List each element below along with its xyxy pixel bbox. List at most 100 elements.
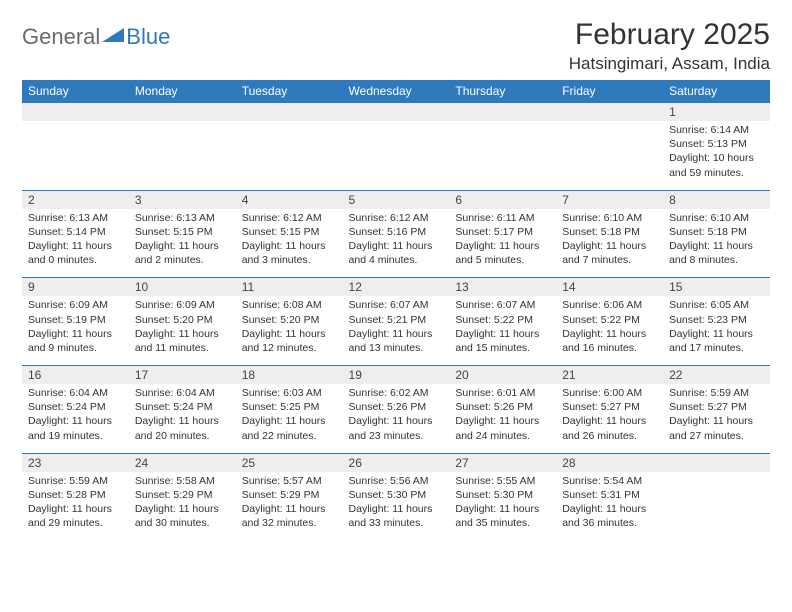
daylight-text: Daylight: 11 hours and 35 minutes. <box>455 502 550 530</box>
day-cell: 10Sunrise: 6:09 AMSunset: 5:20 PMDayligh… <box>129 278 236 366</box>
day-content: Sunrise: 6:04 AMSunset: 5:24 PMDaylight:… <box>22 384 129 453</box>
day-content: Sunrise: 6:14 AMSunset: 5:13 PMDaylight:… <box>663 121 770 190</box>
sunset-text: Sunset: 5:18 PM <box>562 225 657 239</box>
sunrise-text: Sunrise: 6:06 AM <box>562 298 657 312</box>
day-cell <box>449 103 556 191</box>
sunrise-text: Sunrise: 6:14 AM <box>669 123 764 137</box>
week-row: 16Sunrise: 6:04 AMSunset: 5:24 PMDayligh… <box>22 366 770 454</box>
sunrise-text: Sunrise: 6:01 AM <box>455 386 550 400</box>
sunset-text: Sunset: 5:30 PM <box>349 488 444 502</box>
sunrise-text: Sunrise: 6:00 AM <box>562 386 657 400</box>
day-cell: 13Sunrise: 6:07 AMSunset: 5:22 PMDayligh… <box>449 278 556 366</box>
sunrise-text: Sunrise: 5:55 AM <box>455 474 550 488</box>
sunset-text: Sunset: 5:19 PM <box>28 313 123 327</box>
day-number: 27 <box>449 454 556 472</box>
day-number: 14 <box>556 278 663 296</box>
sunrise-text: Sunrise: 6:13 AM <box>28 211 123 225</box>
day-content: Sunrise: 6:05 AMSunset: 5:23 PMDaylight:… <box>663 296 770 365</box>
sunset-text: Sunset: 5:29 PM <box>135 488 230 502</box>
logo-text-blue: Blue <box>126 24 170 50</box>
day-number: 13 <box>449 278 556 296</box>
day-cell: 27Sunrise: 5:55 AMSunset: 5:30 PMDayligh… <box>449 453 556 540</box>
day-content: Sunrise: 5:54 AMSunset: 5:31 PMDaylight:… <box>556 472 663 541</box>
day-number: 7 <box>556 191 663 209</box>
daylight-text: Daylight: 11 hours and 29 minutes. <box>28 502 123 530</box>
daylight-text: Daylight: 11 hours and 22 minutes. <box>242 414 337 442</box>
day-cell <box>22 103 129 191</box>
sunset-text: Sunset: 5:17 PM <box>455 225 550 239</box>
calendar-table: Sunday Monday Tuesday Wednesday Thursday… <box>22 80 770 540</box>
day-number: 22 <box>663 366 770 384</box>
sunset-text: Sunset: 5:24 PM <box>28 400 123 414</box>
day-number: 25 <box>236 454 343 472</box>
day-number: 11 <box>236 278 343 296</box>
day-number: 15 <box>663 278 770 296</box>
sunrise-text: Sunrise: 6:10 AM <box>562 211 657 225</box>
daylight-text: Daylight: 11 hours and 30 minutes. <box>135 502 230 530</box>
day-number: 12 <box>343 278 450 296</box>
daylight-text: Daylight: 11 hours and 26 minutes. <box>562 414 657 442</box>
day-cell <box>663 453 770 540</box>
day-number <box>556 103 663 121</box>
dow-saturday: Saturday <box>663 80 770 103</box>
day-content: Sunrise: 6:02 AMSunset: 5:26 PMDaylight:… <box>343 384 450 453</box>
day-cell: 14Sunrise: 6:06 AMSunset: 5:22 PMDayligh… <box>556 278 663 366</box>
day-content: Sunrise: 6:11 AMSunset: 5:17 PMDaylight:… <box>449 209 556 278</box>
day-number: 3 <box>129 191 236 209</box>
day-content <box>556 121 663 187</box>
day-number: 4 <box>236 191 343 209</box>
daylight-text: Daylight: 11 hours and 16 minutes. <box>562 327 657 355</box>
daylight-text: Daylight: 11 hours and 19 minutes. <box>28 414 123 442</box>
day-cell: 6Sunrise: 6:11 AMSunset: 5:17 PMDaylight… <box>449 190 556 278</box>
sunrise-text: Sunrise: 6:12 AM <box>242 211 337 225</box>
daylight-text: Daylight: 11 hours and 11 minutes. <box>135 327 230 355</box>
sunrise-text: Sunrise: 6:03 AM <box>242 386 337 400</box>
day-cell: 22Sunrise: 5:59 AMSunset: 5:27 PMDayligh… <box>663 366 770 454</box>
day-cell: 25Sunrise: 5:57 AMSunset: 5:29 PMDayligh… <box>236 453 343 540</box>
sunrise-text: Sunrise: 6:04 AM <box>135 386 230 400</box>
day-number: 23 <box>22 454 129 472</box>
day-cell <box>129 103 236 191</box>
daylight-text: Daylight: 11 hours and 32 minutes. <box>242 502 337 530</box>
day-cell: 1Sunrise: 6:14 AMSunset: 5:13 PMDaylight… <box>663 103 770 191</box>
sunrise-text: Sunrise: 6:02 AM <box>349 386 444 400</box>
day-number: 17 <box>129 366 236 384</box>
sunrise-text: Sunrise: 6:07 AM <box>455 298 550 312</box>
day-number: 6 <box>449 191 556 209</box>
day-content: Sunrise: 6:09 AMSunset: 5:19 PMDaylight:… <box>22 296 129 365</box>
day-content: Sunrise: 6:13 AMSunset: 5:15 PMDaylight:… <box>129 209 236 278</box>
day-content: Sunrise: 6:06 AMSunset: 5:22 PMDaylight:… <box>556 296 663 365</box>
day-cell: 19Sunrise: 6:02 AMSunset: 5:26 PMDayligh… <box>343 366 450 454</box>
sunrise-text: Sunrise: 5:54 AM <box>562 474 657 488</box>
sunrise-text: Sunrise: 6:09 AM <box>135 298 230 312</box>
page-title: February 2025 <box>569 18 770 52</box>
day-cell: 7Sunrise: 6:10 AMSunset: 5:18 PMDaylight… <box>556 190 663 278</box>
sunrise-text: Sunrise: 6:07 AM <box>349 298 444 312</box>
day-content: Sunrise: 6:10 AMSunset: 5:18 PMDaylight:… <box>556 209 663 278</box>
day-number: 10 <box>129 278 236 296</box>
sunrise-text: Sunrise: 5:59 AM <box>28 474 123 488</box>
day-content: Sunrise: 6:00 AMSunset: 5:27 PMDaylight:… <box>556 384 663 453</box>
daylight-text: Daylight: 11 hours and 23 minutes. <box>349 414 444 442</box>
day-cell <box>343 103 450 191</box>
sunrise-text: Sunrise: 6:08 AM <box>242 298 337 312</box>
day-number <box>663 454 770 472</box>
day-number <box>449 103 556 121</box>
daylight-text: Daylight: 11 hours and 27 minutes. <box>669 414 764 442</box>
daylight-text: Daylight: 11 hours and 8 minutes. <box>669 239 764 267</box>
sunset-text: Sunset: 5:24 PM <box>135 400 230 414</box>
day-cell: 12Sunrise: 6:07 AMSunset: 5:21 PMDayligh… <box>343 278 450 366</box>
day-cell <box>236 103 343 191</box>
day-content <box>22 121 129 187</box>
day-number: 24 <box>129 454 236 472</box>
sunset-text: Sunset: 5:31 PM <box>562 488 657 502</box>
daylight-text: Daylight: 11 hours and 12 minutes. <box>242 327 337 355</box>
week-row: 23Sunrise: 5:59 AMSunset: 5:28 PMDayligh… <box>22 453 770 540</box>
day-number: 21 <box>556 366 663 384</box>
week-row: 1Sunrise: 6:14 AMSunset: 5:13 PMDaylight… <box>22 103 770 191</box>
day-cell: 15Sunrise: 6:05 AMSunset: 5:23 PMDayligh… <box>663 278 770 366</box>
day-content: Sunrise: 6:12 AMSunset: 5:15 PMDaylight:… <box>236 209 343 278</box>
day-number: 8 <box>663 191 770 209</box>
day-content: Sunrise: 5:56 AMSunset: 5:30 PMDaylight:… <box>343 472 450 541</box>
location-subtitle: Hatsingimari, Assam, India <box>569 54 770 74</box>
